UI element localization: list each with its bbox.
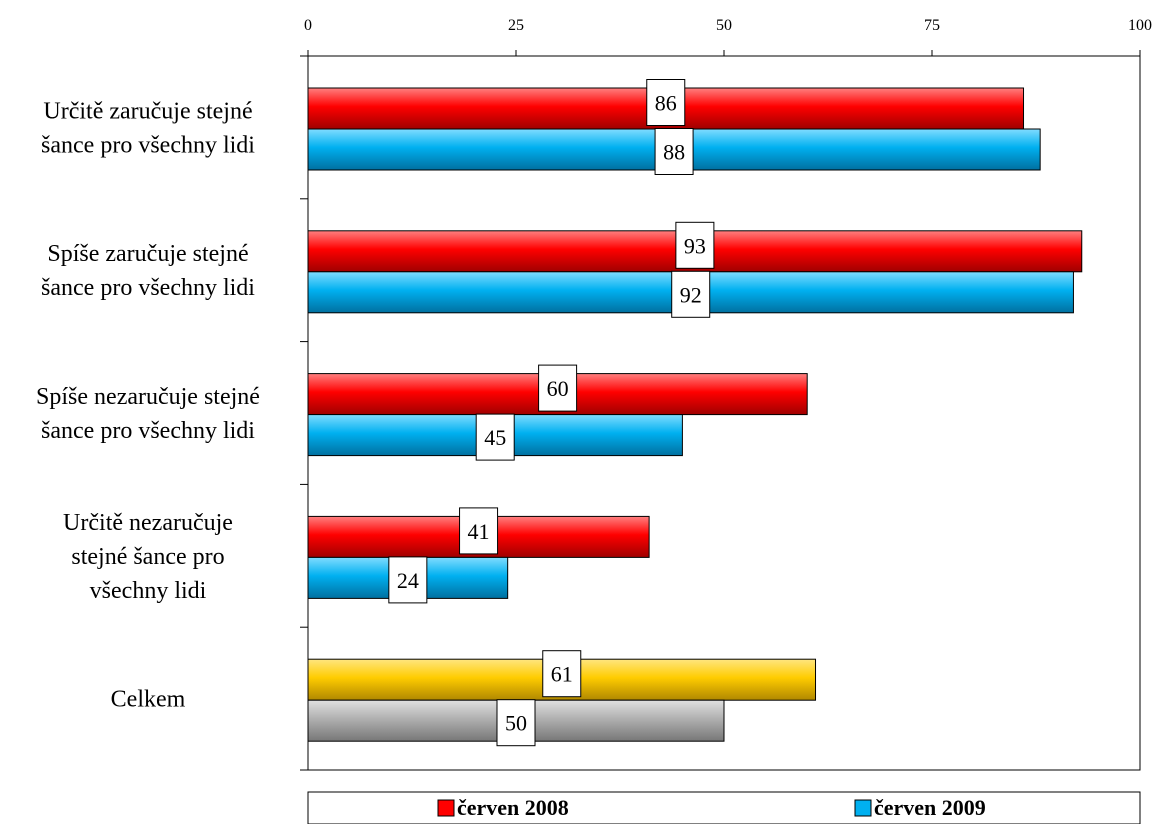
x-tick-label: 100 <box>1128 17 1152 34</box>
legend-swatch-2008 <box>437 799 455 817</box>
data-label: 86 <box>655 91 677 116</box>
category-label: všechny lidi <box>90 578 207 604</box>
legend-label-2009: červen 2009 <box>874 795 986 820</box>
data-label-box <box>671 270 711 318</box>
data-label-box <box>675 221 715 269</box>
category-label: Celkem <box>111 687 186 713</box>
x-axis: 0 25 50 75 100 <box>304 17 1152 56</box>
data-label-box <box>538 364 578 412</box>
data-label: 41 <box>468 519 490 544</box>
x-tick-label: 75 <box>924 17 940 34</box>
x-tick-label: 25 <box>508 17 524 34</box>
data-label: 88 <box>663 140 685 165</box>
legend-frame <box>307 791 1141 824</box>
category-label: Spíše zaručuje stejné <box>47 241 248 267</box>
data-label: 50 <box>505 711 527 736</box>
data-label-box <box>388 556 428 604</box>
data-label: 60 <box>547 376 569 401</box>
data-label: 61 <box>551 662 573 687</box>
y-axis <box>300 55 308 771</box>
category-label: stejné šance pro <box>71 544 224 570</box>
category-labels: Určitě zaručuje stejné šance pro všechny … <box>36 98 260 712</box>
legend-swatch-2009 <box>854 799 872 817</box>
data-label: 45 <box>484 425 506 450</box>
data-label-box <box>475 413 515 461</box>
x-tick-label: 50 <box>716 17 732 34</box>
data-label: 92 <box>680 282 702 307</box>
data-labels: 86 88 93 92 60 45 41 24 61 50 <box>388 79 715 747</box>
bars <box>307 87 1083 742</box>
data-label-box <box>646 79 686 126</box>
category-label: šance pro všechny lidi <box>41 275 255 301</box>
legend-label-2008: červen 2008 <box>457 795 569 820</box>
data-label: 24 <box>397 568 419 593</box>
x-tick-label: 0 <box>304 17 312 34</box>
category-label: Určitě zaručuje stejné <box>43 98 252 124</box>
data-label-box <box>542 650 582 698</box>
category-label: šance pro všechny lidi <box>41 132 255 158</box>
category-label: Určitě nezaručuje <box>63 510 233 536</box>
data-label-box <box>496 699 536 747</box>
data-label-box <box>459 507 499 555</box>
data-label-box <box>654 128 694 175</box>
data-label: 93 <box>684 233 706 258</box>
category-label: šance pro všechny lidi <box>41 418 255 444</box>
legend: červen 2008 červen 2009 <box>307 791 1141 824</box>
category-label: Spíše nezaručuje stejné <box>36 384 260 410</box>
